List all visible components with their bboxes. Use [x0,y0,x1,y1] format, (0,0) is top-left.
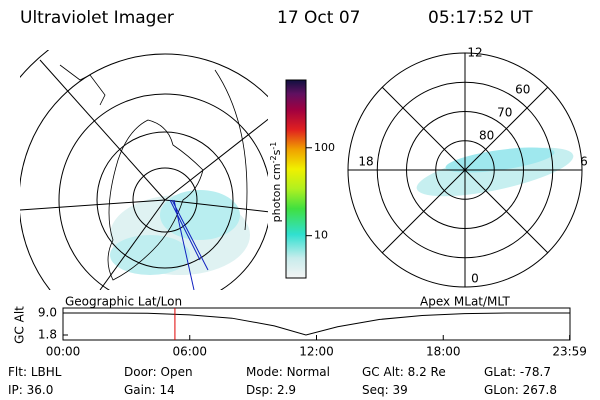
colorbar-label: photon cm-2s-1 [269,142,284,223]
info-value: 267.8 [523,383,557,397]
info-label: Door: [124,365,157,379]
info-field: Dsp: 2.9 [246,383,296,397]
info-field: Seq: 39 [362,383,408,397]
info-value: 8.2 Re [408,365,446,379]
info-value: -78.7 [520,365,551,379]
info-field: GLat: -78.7 [484,365,551,379]
colorbar [285,79,307,279]
mlt-line [381,86,549,254]
info-value: 36.0 [27,383,54,397]
x-tick-label: 23:59 [552,345,587,359]
time: 05:17:52 UT [428,8,533,28]
info-label: Dsp: [246,383,273,397]
geo-map [20,50,268,290]
info-label: IP: [8,383,23,397]
lat-label: 60 [515,83,530,97]
info-field: GC Alt: 8.2 Re [362,365,446,379]
info-label: Seq: [362,383,389,397]
info-value: 14 [159,383,174,397]
info-value: Normal [287,365,330,379]
mlt-label: 12 [467,46,482,60]
label-exp: -1 [269,142,278,150]
y-tick-label: 9.0 [38,306,57,320]
info-label: Mode: [246,365,283,379]
timeline-ylabel: GC Alt [13,306,27,344]
info-value: 2.9 [277,383,296,397]
label-exp: -2 [269,155,278,163]
info-label: Flt: [8,365,27,379]
y-tick-label: 1.8 [38,328,57,342]
info-value: LBHL [31,365,62,379]
mlt-label: 0 [471,272,479,286]
title: Ultraviolet Imager [20,8,174,28]
mlt-label: 18 [358,155,373,169]
x-tick-label: 06:00 [172,345,207,359]
colorbar-tick-label: 10 [314,229,328,242]
mlt-label: 6 [580,155,588,169]
x-tick-label: 12:00 [299,345,334,359]
info-field: Flt: LBHL [8,365,62,379]
info-value: Open [161,365,193,379]
info-field: Mode: Normal [246,365,330,379]
colorbar-tick-label: 100 [314,141,335,154]
x-tick-label: 00:00 [46,345,81,359]
apex-label: Apex MLat/MLT [420,295,510,309]
lat-label: 70 [497,106,512,120]
info-label: GC Alt: [362,365,404,379]
info-label: Gain: [124,383,156,397]
info-value: 39 [393,383,408,397]
info-field: GLon: 267.8 [484,383,557,397]
label-base: photon cm [270,163,283,222]
info-label: GLat: [484,365,516,379]
lat-label: 80 [479,129,494,143]
aurora [445,147,555,173]
date: 17 Oct 07 [277,8,360,28]
info-label: GLon: [484,383,519,397]
info-field: Door: Open [124,365,193,379]
label-mid: s [270,149,283,155]
info-field: Gain: 14 [124,383,175,397]
info-field: IP: 36.0 [8,383,53,397]
geo-label: Geographic Lat/Lon [65,295,182,309]
x-tick-label: 18:00 [426,345,461,359]
orbit-altitude [63,312,570,336]
